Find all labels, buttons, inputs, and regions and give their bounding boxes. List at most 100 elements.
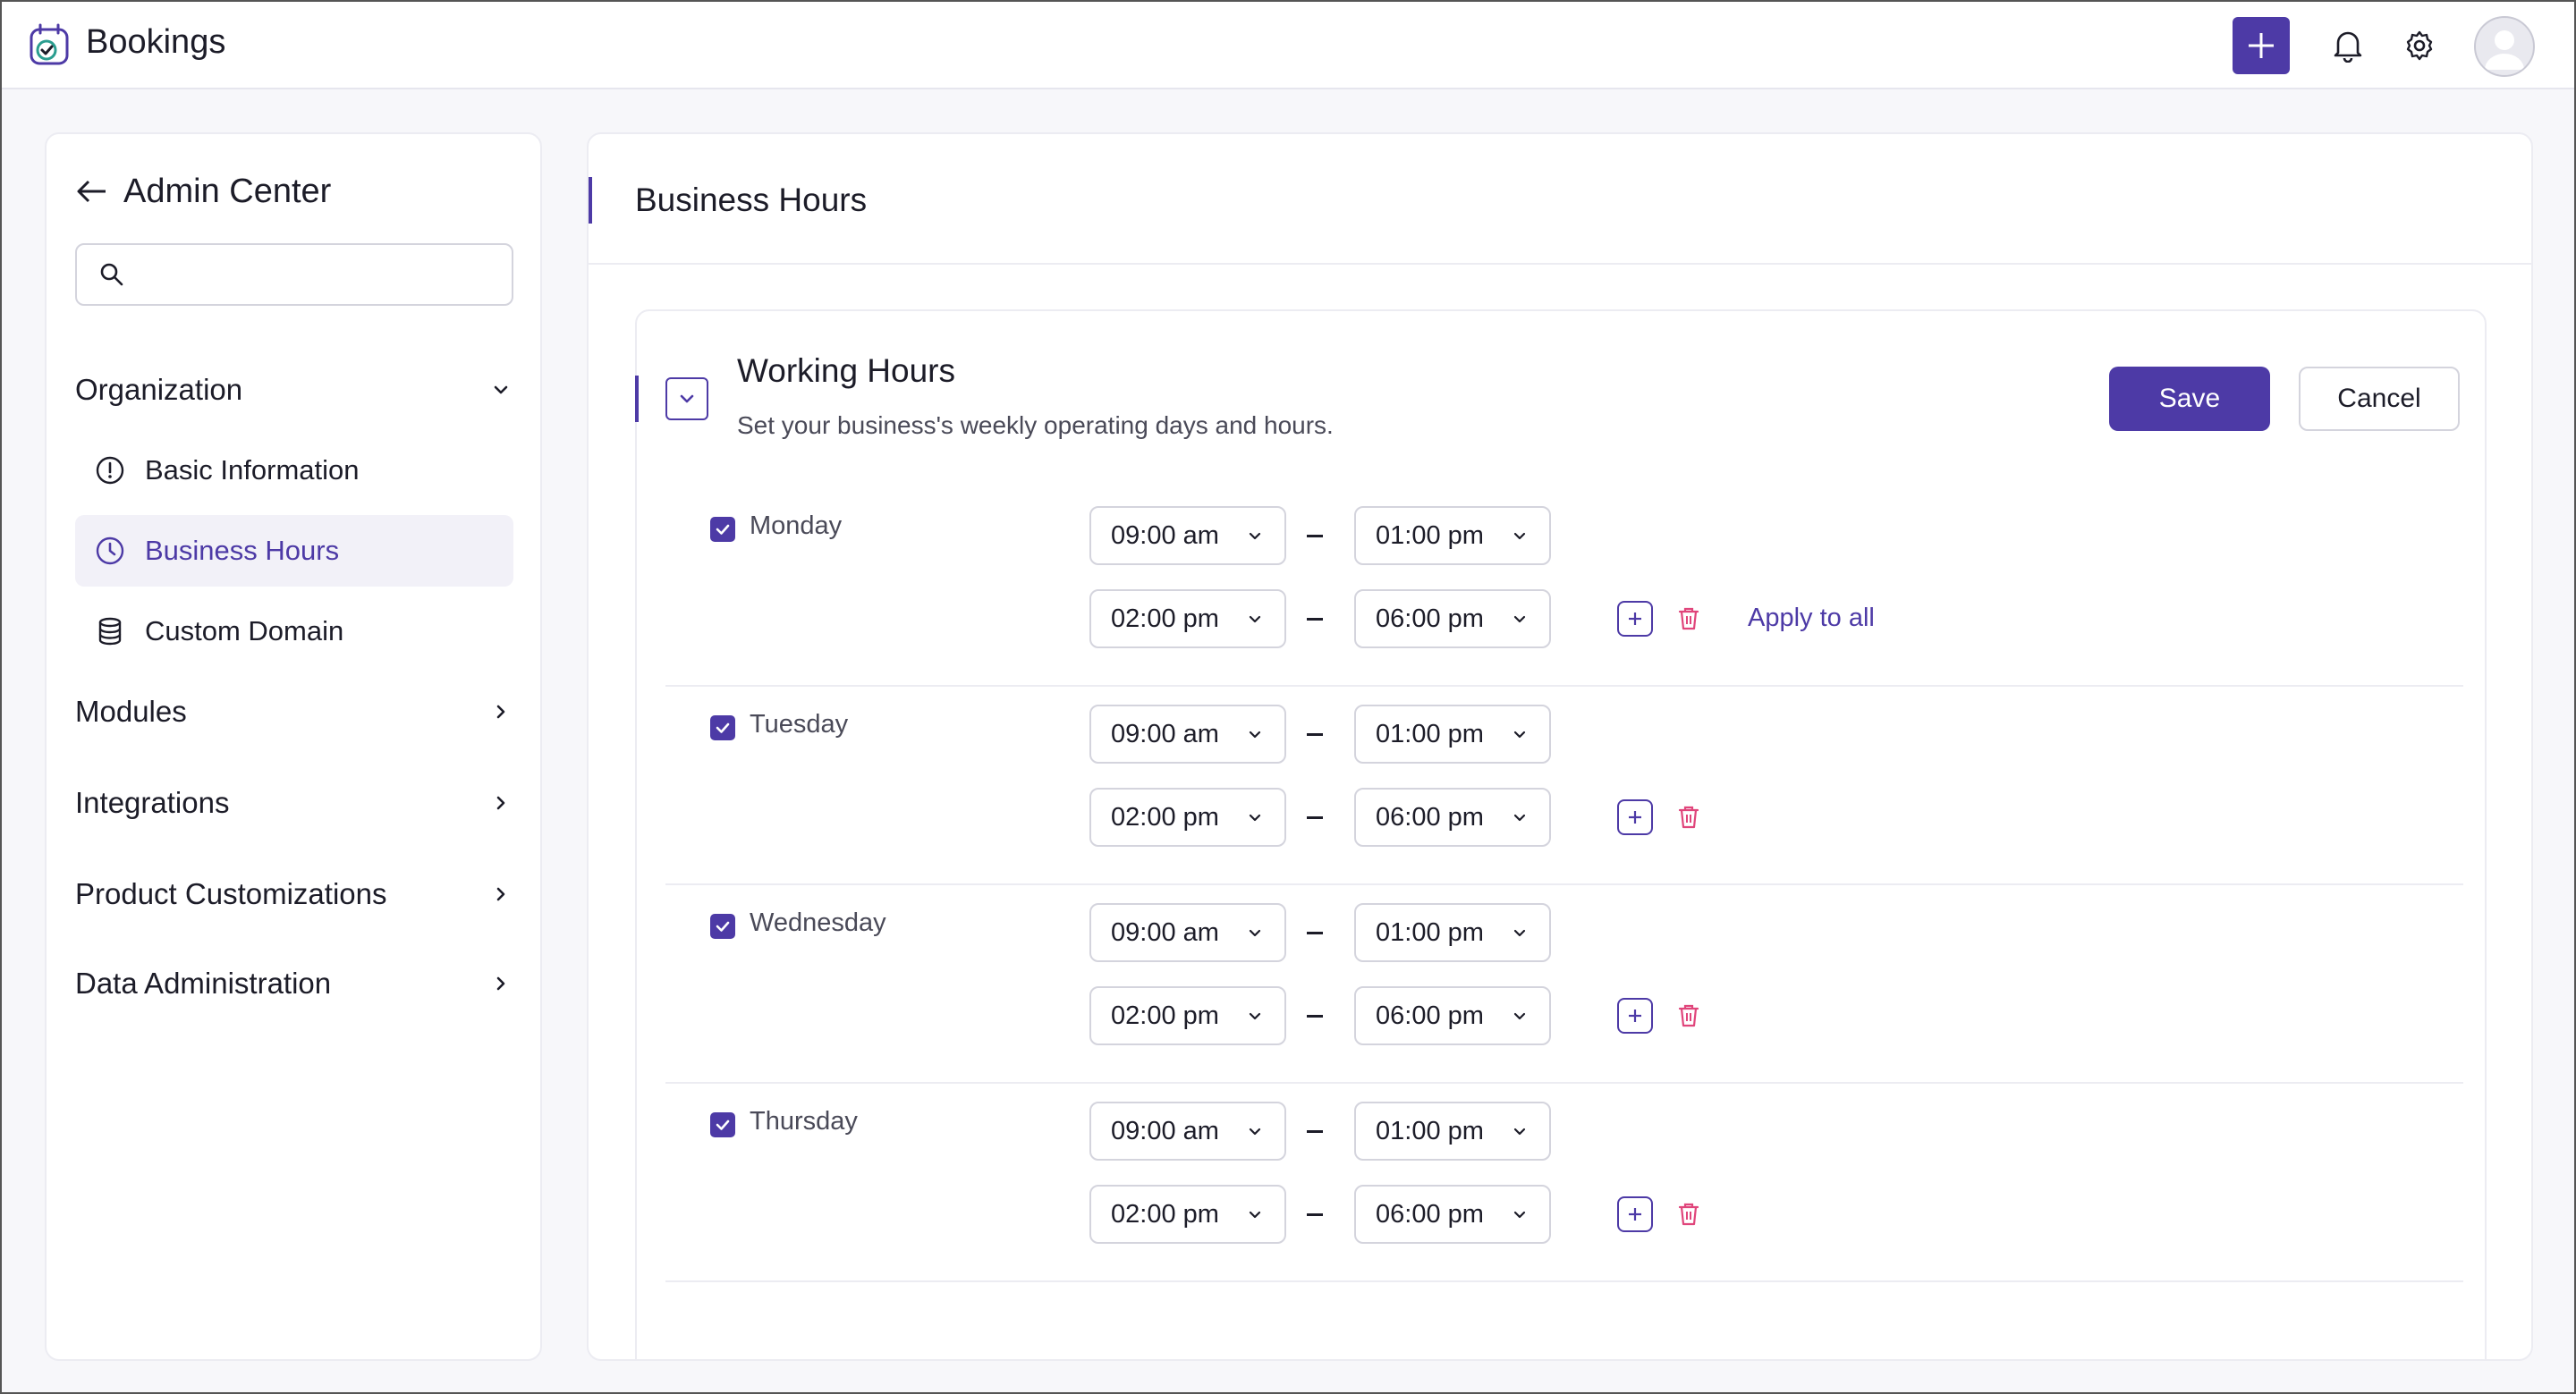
user-avatar[interactable]	[2474, 16, 2535, 77]
start-time-select[interactable]: 09:00 am	[1089, 506, 1286, 565]
chevron-down-icon	[1513, 1012, 1526, 1020]
end-time-select[interactable]: 01:00 pm	[1354, 1102, 1551, 1161]
chevron-down-icon	[1249, 1128, 1261, 1136]
sidebar-section-product-customizations[interactable]: Product Customizations	[75, 867, 513, 921]
end-time-select[interactable]: 01:00 pm	[1354, 506, 1551, 565]
end-time-select[interactable]: 06:00 pm	[1354, 589, 1551, 648]
day-checkbox[interactable]	[710, 914, 735, 939]
add-slot-button[interactable]	[1617, 1196, 1653, 1232]
start-time-select[interactable]: 02:00 pm	[1089, 589, 1286, 648]
start-time-value: 02:00 pm	[1111, 604, 1219, 633]
sidebar-item-basic-information[interactable]: Basic Information	[75, 435, 513, 506]
end-time-select[interactable]: 06:00 pm	[1354, 986, 1551, 1045]
bookings-logo-icon	[30, 23, 69, 65]
time-range-dash	[1307, 618, 1323, 621]
start-time-value: 09:00 am	[1111, 917, 1219, 947]
end-time-value: 06:00 pm	[1376, 802, 1484, 832]
admin-sidebar: Admin Center Organization Basic Informat…	[45, 132, 542, 1361]
sidebar-item-custom-domain[interactable]: Custom Domain	[75, 596, 513, 667]
sidebar-section-organization[interactable]: Organization	[75, 363, 513, 417]
card-accent-bar	[635, 376, 639, 422]
chevron-down-icon	[1513, 1211, 1526, 1219]
sidebar-item-business-hours[interactable]: Business Hours	[75, 515, 513, 587]
sidebar-section-data-administration[interactable]: Data Administration	[75, 957, 513, 1010]
chevron-down-icon	[1249, 814, 1261, 822]
bell-icon	[2334, 31, 2362, 63]
section-label: Modules	[75, 695, 187, 728]
header-accent-bar	[589, 177, 592, 224]
info-icon	[96, 456, 124, 485]
cancel-button[interactable]: Cancel	[2299, 367, 2460, 431]
start-time-value: 02:00 pm	[1111, 1199, 1219, 1229]
chevron-right-icon	[496, 705, 505, 719]
end-time-select[interactable]: 06:00 pm	[1354, 788, 1551, 847]
collapse-toggle[interactable]	[665, 377, 708, 420]
chevron-right-icon	[496, 887, 505, 901]
time-range-dash	[1307, 733, 1323, 736]
section-label: Integrations	[75, 786, 230, 819]
save-button[interactable]: Save	[2109, 367, 2270, 431]
start-time-select[interactable]: 02:00 pm	[1089, 986, 1286, 1045]
day-row-tuesday: Tuesday 09:00 am 01:00 pm 02:00 pm 06:00 pm	[665, 685, 2463, 885]
day-checkbox[interactable]	[710, 715, 735, 740]
trash-icon	[1678, 1203, 1699, 1226]
delete-slot-button[interactable]	[1671, 998, 1707, 1034]
start-time-select[interactable]: 09:00 am	[1089, 903, 1286, 962]
day-checkbox[interactable]	[710, 1112, 735, 1137]
time-range-dash	[1307, 1130, 1323, 1133]
top-bar: Bookings	[0, 0, 2576, 89]
sidebar-section-integrations[interactable]: Integrations	[75, 776, 513, 830]
chevron-down-icon	[1513, 731, 1526, 739]
start-time-value: 09:00 am	[1111, 1116, 1219, 1145]
plus-icon	[1629, 1010, 1641, 1022]
search-input[interactable]	[138, 259, 499, 290]
start-time-value: 02:00 pm	[1111, 802, 1219, 832]
notifications-button[interactable]	[2327, 25, 2368, 66]
trash-icon	[1678, 607, 1699, 630]
gear-icon	[2406, 30, 2433, 61]
chevron-down-icon	[1249, 1012, 1261, 1020]
day-checkbox[interactable]	[710, 517, 735, 542]
back-to-admin-center[interactable]: Admin Center	[75, 168, 331, 215]
trash-icon	[1678, 806, 1699, 829]
end-time-select[interactable]: 01:00 pm	[1354, 705, 1551, 764]
settings-button[interactable]	[2399, 25, 2440, 66]
end-time-select[interactable]: 06:00 pm	[1354, 1185, 1551, 1244]
time-range-dash	[1307, 1213, 1323, 1216]
sidebar-title: Admin Center	[123, 172, 332, 210]
start-time-select[interactable]: 09:00 am	[1089, 1102, 1286, 1161]
card-description: Set your business's weekly operating day…	[737, 411, 1334, 439]
end-time-value: 01:00 pm	[1376, 719, 1484, 748]
chevron-down-icon	[680, 394, 694, 403]
page-header: Business Hours	[589, 134, 2531, 265]
section-label: Product Customizations	[75, 877, 387, 910]
arrow-left-icon	[77, 180, 106, 203]
start-time-select[interactable]: 02:00 pm	[1089, 1185, 1286, 1244]
sidebar-search[interactable]	[75, 243, 513, 306]
delete-slot-button[interactable]	[1671, 601, 1707, 637]
card-title: Working Hours	[737, 352, 956, 389]
start-time-value: 02:00 pm	[1111, 1001, 1219, 1030]
delete-slot-button[interactable]	[1671, 799, 1707, 835]
check-icon	[716, 921, 730, 932]
chevron-down-icon	[1249, 615, 1261, 623]
day-label: Thursday	[750, 1107, 858, 1136]
end-time-select[interactable]: 01:00 pm	[1354, 903, 1551, 962]
search-icon	[100, 263, 123, 286]
chevron-down-icon	[1513, 1128, 1526, 1136]
add-slot-button[interactable]	[1617, 998, 1653, 1034]
chevron-down-icon	[494, 385, 508, 394]
start-time-select[interactable]: 02:00 pm	[1089, 788, 1286, 847]
add-slot-button[interactable]	[1617, 799, 1653, 835]
section-label: Organization	[75, 373, 243, 406]
add-slot-button[interactable]	[1617, 601, 1653, 637]
create-button[interactable]	[2233, 17, 2290, 74]
delete-slot-button[interactable]	[1671, 1196, 1707, 1232]
day-row-wednesday: Wednesday 09:00 am 01:00 pm 02:00 pm 06:00 …	[665, 883, 2463, 1084]
chevron-down-icon	[1513, 814, 1526, 822]
end-time-value: 01:00 pm	[1376, 520, 1484, 550]
apply-to-all-link[interactable]: Apply to all	[1748, 604, 1875, 632]
sidebar-section-modules[interactable]: Modules	[75, 685, 513, 739]
chevron-down-icon	[1249, 1211, 1261, 1219]
start-time-select[interactable]: 09:00 am	[1089, 705, 1286, 764]
